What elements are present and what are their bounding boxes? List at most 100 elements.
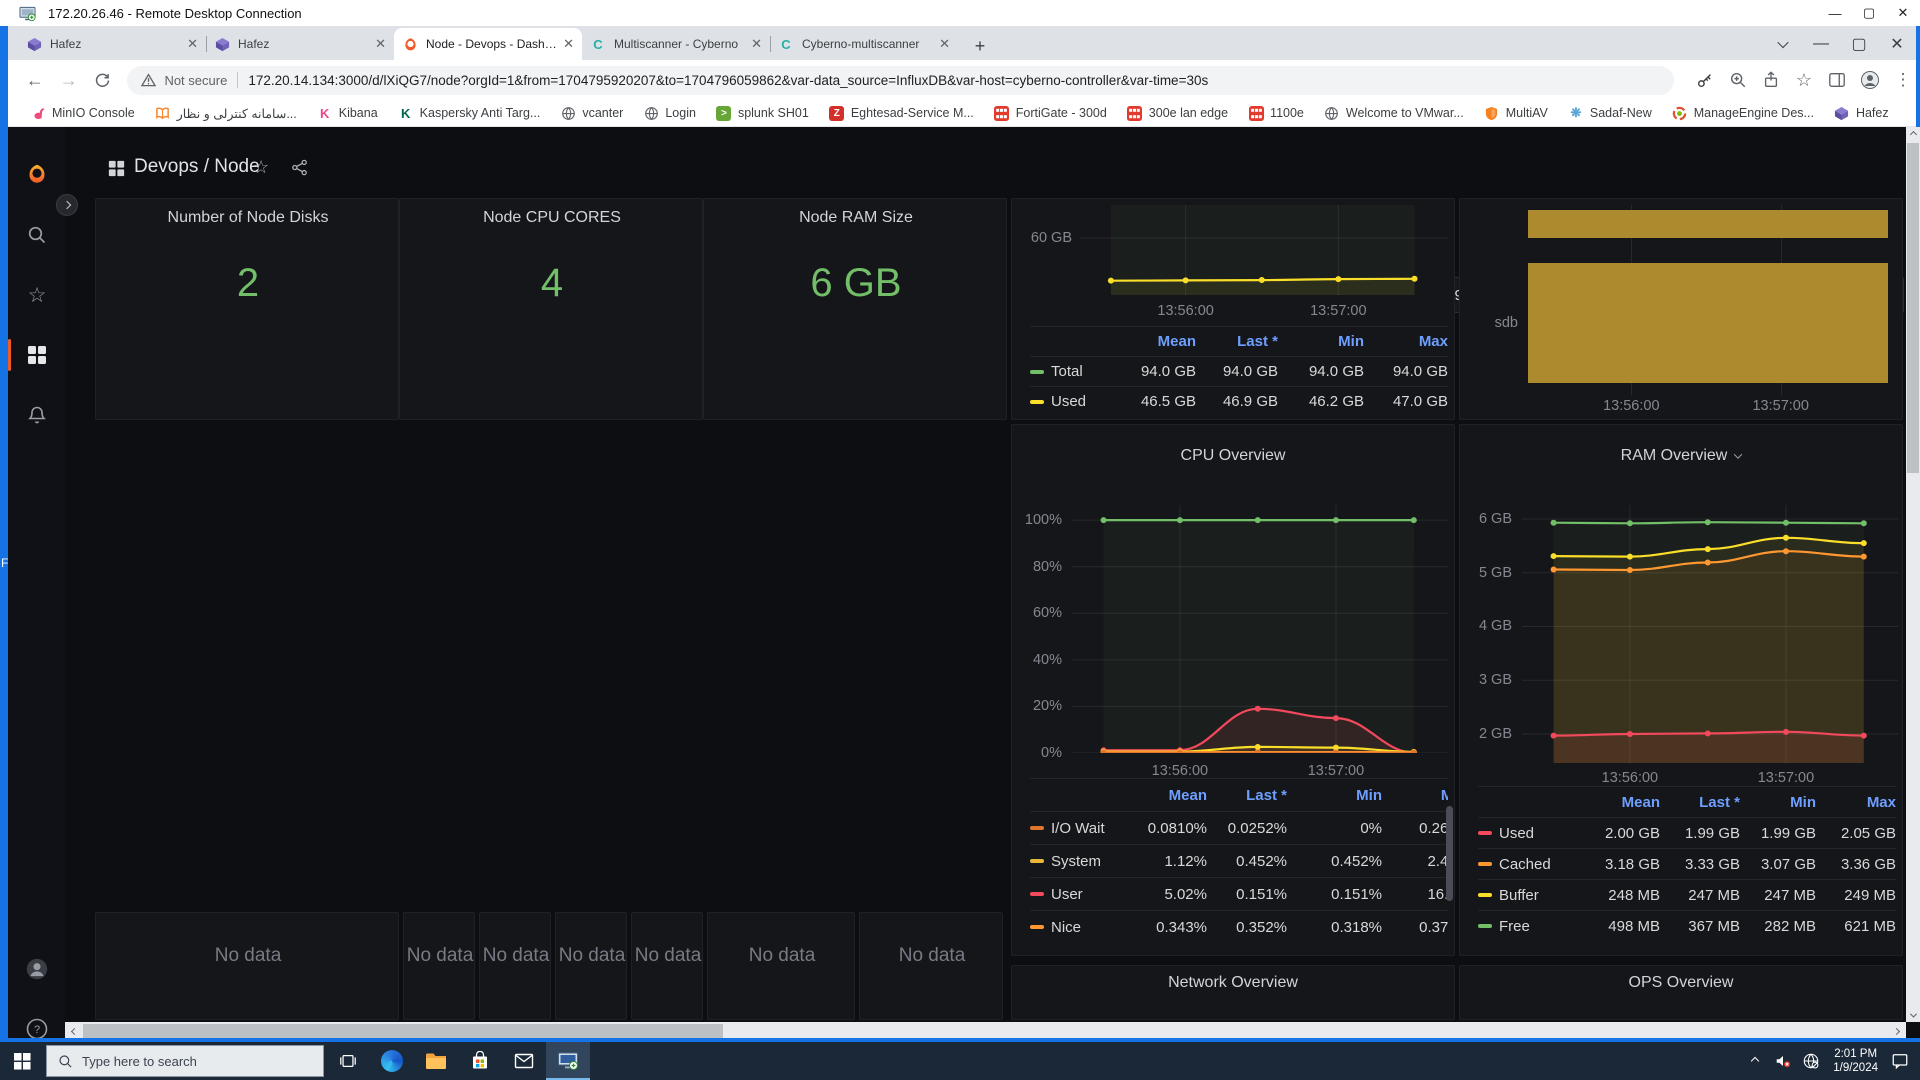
tab-active[interactable]: Node - Devops - Dashboards - G ✕	[394, 28, 582, 60]
side-panel-icon[interactable]	[1824, 67, 1850, 93]
new-tab-icon[interactable]: +	[974, 35, 986, 56]
start-button-icon[interactable]	[0, 1042, 44, 1080]
window-restore-icon[interactable]: ▢	[1851, 36, 1867, 53]
url-address-bar[interactable]: Not secure 172.20.14.134:3000/d/lXiQG7/n…	[127, 65, 1674, 95]
legend-column-header[interactable]: Mean	[1168, 786, 1207, 804]
bookmark-item[interactable]: K Kibana	[309, 103, 386, 123]
profile-avatar-icon[interactable]	[1857, 67, 1883, 93]
series-label[interactable]: Total	[1051, 363, 1083, 380]
bookmark-item[interactable]: Hafez	[1826, 103, 1897, 123]
forward-icon[interactable]: →	[59, 69, 78, 90]
series-value: 46.5 GB	[1140, 393, 1196, 410]
legend-column-header[interactable]: Last *	[1246, 786, 1287, 804]
legend-column-header[interactable]: Last *	[1699, 793, 1740, 811]
system-tray: 2:01 PM 1/9/2024	[1741, 1042, 1920, 1080]
rdp-maximize-icon[interactable]: ▢	[1862, 5, 1876, 20]
panel-title-network-overview[interactable]: Network Overview	[1168, 974, 1298, 991]
star-dashboard-icon[interactable]: ☆	[253, 157, 270, 177]
bookmark-item[interactable]: Z Eghtesad-Service M...	[821, 103, 982, 123]
series-label[interactable]: Free	[1499, 917, 1530, 935]
tab-search-chevron-icon[interactable]	[1764, 28, 1802, 60]
legend-column-header[interactable]: Max	[1440, 786, 1448, 804]
legend-column-header[interactable]: Max	[1418, 333, 1448, 350]
volume-muted-icon[interactable]	[1769, 1042, 1797, 1080]
back-icon[interactable]: ←	[25, 69, 44, 90]
series-label[interactable]: Nice	[1051, 918, 1082, 936]
tab-close-icon[interactable]: ✕	[375, 36, 386, 51]
microsoft-store-icon[interactable]	[458, 1042, 502, 1080]
help-icon[interactable]: ?	[26, 1018, 48, 1040]
browser-menu-icon[interactable]: ⋮	[1894, 70, 1912, 89]
tab-inactive[interactable]: C Cyberno-multiscanner ✕	[770, 28, 958, 60]
edge-browser-icon[interactable]	[370, 1042, 414, 1080]
series-label[interactable]: Buffer	[1499, 886, 1539, 904]
tab-inactive[interactable]: C Multiscanner - Cyberno ✕	[582, 28, 770, 60]
tray-expand-chevron-icon[interactable]	[1741, 1042, 1769, 1080]
tab-close-icon[interactable]: ✕	[939, 36, 950, 51]
alerting-bell-icon[interactable]	[26, 404, 48, 426]
bookmark-item[interactable]: Login	[635, 103, 704, 123]
legend-column-header[interactable]: Min	[1790, 793, 1816, 811]
expand-sidebar-chevron-icon[interactable]	[56, 194, 78, 216]
legend-column-header[interactable]: Max	[1866, 793, 1896, 811]
bookmark-item[interactable]: 1100e	[1240, 103, 1312, 123]
bookmark-item[interactable]: Welcome to VMwar...	[1316, 103, 1472, 123]
horizontal-scrollbar[interactable]	[65, 1022, 1906, 1040]
network-globe-icon[interactable]	[1797, 1042, 1825, 1080]
file-explorer-icon[interactable]	[414, 1042, 458, 1080]
series-label[interactable]: System	[1051, 852, 1102, 870]
starred-dashboards-icon[interactable]: ☆	[27, 283, 47, 307]
share-icon[interactable]	[1758, 67, 1784, 93]
breadcrumb[interactable]: Devops / Node	[134, 156, 260, 177]
zoom-search-icon[interactable]	[1725, 67, 1751, 93]
rdp-close-icon[interactable]: ✕	[1897, 5, 1909, 20]
bookmark-item[interactable]: K Kaspersky Anti Targ...	[390, 103, 549, 123]
legend-column-header[interactable]: Min	[1356, 786, 1382, 804]
vertical-scrollbar[interactable]	[1906, 127, 1920, 1022]
search-icon[interactable]	[26, 224, 48, 246]
bookmark-item[interactable]: 300e lan edge	[1119, 103, 1236, 123]
bookmark-item[interactable]: MultiAV	[1476, 103, 1556, 123]
series-label[interactable]: I/O Wait	[1051, 819, 1105, 837]
grafana-logo-icon[interactable]	[26, 163, 48, 185]
bookmark-item[interactable]: FortiGate - 300d	[986, 103, 1115, 123]
password-key-icon[interactable]	[1692, 67, 1718, 93]
legend-column-header[interactable]: Mean	[1621, 793, 1660, 811]
series-label[interactable]: Used	[1051, 393, 1087, 410]
tab-inactive[interactable]: Hafez ✕	[206, 28, 394, 60]
series-label[interactable]: Used	[1499, 824, 1535, 842]
legend-column-header[interactable]: Mean	[1157, 333, 1196, 350]
window-minimize-icon[interactable]: —	[1813, 35, 1829, 52]
panel-title-ops-overview[interactable]: OPS Overview	[1628, 974, 1734, 991]
action-center-icon[interactable]	[1886, 1042, 1914, 1080]
bookmark-star-icon[interactable]: ☆	[1795, 69, 1813, 90]
share-dashboard-icon[interactable]	[291, 159, 308, 181]
legend-column-header[interactable]: Last *	[1237, 333, 1278, 350]
bookmark-item[interactable]: vcanter	[552, 103, 631, 123]
tab-close-icon[interactable]: ✕	[187, 36, 198, 51]
bookmark-item[interactable]: سامانه کنترلی و نظار...	[147, 103, 305, 123]
user-avatar[interactable]	[26, 958, 48, 980]
legend-column-header[interactable]: Min	[1338, 333, 1364, 350]
taskbar-search-input[interactable]: Type here to search	[46, 1045, 324, 1077]
bookmark-item[interactable]: > splunk SH01	[708, 103, 817, 123]
bookmark-item[interactable]: ManageEngine Des...	[1664, 103, 1822, 123]
tab-inactive[interactable]: Hafez ✕	[18, 28, 206, 60]
panel-title-ram-overview[interactable]: RAM Overview	[1460, 445, 1902, 467]
tray-clock[interactable]: 2:01 PM 1/9/2024	[1833, 1047, 1878, 1075]
dashboards-icon[interactable]	[26, 344, 48, 366]
bookmark-item[interactable]: MinIO Console	[22, 103, 143, 123]
series-label[interactable]: Cached	[1499, 855, 1551, 873]
task-view-icon[interactable]	[326, 1042, 370, 1080]
tab-close-icon[interactable]: ✕	[563, 36, 574, 51]
tab-close-icon[interactable]: ✕	[751, 36, 762, 51]
bookmark-item[interactable]: ❋ Sadaf-New	[1560, 103, 1660, 123]
panel-title-cpu-overview[interactable]: CPU Overview	[1180, 447, 1286, 464]
window-close-icon[interactable]: ✕	[1890, 36, 1904, 53]
refresh-icon[interactable]	[88, 65, 118, 95]
remote-desktop-taskbar-icon[interactable]	[546, 1042, 590, 1080]
legend-scrollbar-thumb[interactable]	[1446, 806, 1453, 901]
mail-icon[interactable]	[502, 1042, 546, 1080]
series-label[interactable]: User	[1051, 885, 1083, 903]
rdp-minimize-icon[interactable]: —	[1828, 5, 1842, 21]
